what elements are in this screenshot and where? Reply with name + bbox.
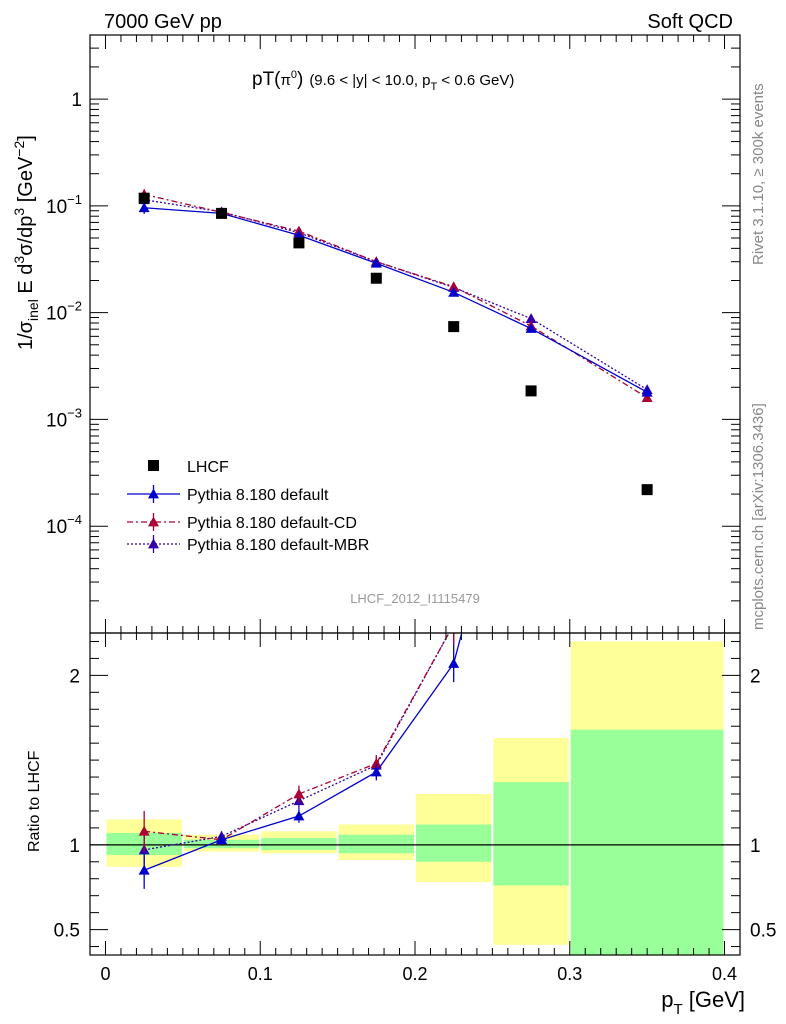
legend: LHCF Pythia 8.180 default Pythia 8.180 def… [127, 459, 369, 554]
mcplots-reference-text: mcplots.cern.ch [arXiv:1306.3436] [750, 403, 767, 630]
series-line-mbr [144, 199, 648, 391]
data-point-lhcf [525, 385, 537, 397]
legend-label: Pythia 8.180 default-CD [187, 515, 357, 532]
x-tick-label: 0.2 [402, 964, 427, 984]
ratio-point-default [293, 810, 305, 821]
x-tick-label: 0.1 [248, 964, 273, 984]
legend-marker-lhcf [148, 460, 159, 471]
legend-marker-cd [148, 516, 159, 527]
ratio-point-default [138, 864, 150, 875]
legend-label: Pythia 8.180 default [187, 487, 329, 504]
point-mbr [525, 313, 537, 323]
legend-entry: Pythia 8.180 default-CD [127, 513, 357, 532]
data-point-lhcf [138, 192, 150, 204]
legend-marker-default [148, 488, 159, 499]
main-panel-series [138, 188, 653, 496]
ratio-panel-series [138, 212, 537, 889]
legend-label: Pythia 8.180 default-MBR [187, 537, 369, 554]
y-tick-label: 10−2 [46, 299, 82, 325]
legend-entry: LHCF [148, 459, 229, 476]
series-line-cd [144, 193, 648, 399]
legend-marker-mbr [148, 538, 159, 549]
series-line-default [144, 207, 648, 393]
analysis-id: LHCF_2012_I1115479 [350, 591, 480, 606]
ratio-point-mbr [526, 212, 537, 222]
data-point-lhcf [448, 321, 460, 333]
data-point-lhcf [641, 484, 653, 496]
point-default [293, 229, 305, 240]
chart-title: pT(π0) (9.6 < |y| < 10.0, pT < 0.6 GeV) [252, 69, 514, 93]
point-default [641, 386, 653, 397]
ratio-tick-label: 2 [69, 666, 80, 687]
band-inner [570, 729, 724, 955]
band-inner [338, 834, 414, 854]
legend-label: LHCF [187, 459, 229, 476]
point-cd [448, 281, 460, 292]
x-tick-label: 0 [100, 964, 110, 984]
y-tick-label: 10−4 [46, 512, 82, 538]
ratio-point-mbr [448, 619, 459, 629]
ratio-tick-label-right: 2 [750, 666, 761, 687]
ratio-tick-label-right: 0.5 [750, 921, 776, 942]
x-tick-label: 0.4 [712, 964, 737, 984]
header-right: Soft QCD [647, 11, 733, 33]
y-tick-label: 10−3 [46, 405, 82, 431]
ratio-point-cd [448, 619, 459, 629]
ratio-tick-label: 1 [69, 836, 80, 857]
ratio-point-default [370, 766, 382, 777]
main-series-clipped [138, 188, 653, 496]
band-inner [493, 782, 569, 886]
y-tick-label: 10−1 [46, 192, 82, 218]
point-default [448, 286, 460, 297]
point-default [370, 257, 382, 268]
band-inner [261, 838, 337, 850]
ratio-point-cd [293, 788, 305, 799]
ratio-point-default [448, 658, 460, 668]
ratio-point-default [216, 834, 228, 845]
ratio-tick-label-right: 1 [750, 836, 761, 857]
axes: 0 0.1 0.2 0.3 0.4 1 10−1 10−2 10−3 10−4 2 2 1 1 0.5 0.5 [46, 34, 776, 984]
ratio-uncertainty-bands [90, 641, 740, 955]
data-point-lhcf [293, 237, 305, 249]
rivet-version-text: Rivet 3.1.10, ≥ 300k events [750, 83, 767, 265]
point-cd [641, 392, 653, 403]
ratio-series-clipped [138, 212, 537, 889]
ratio-point-cd [138, 825, 150, 836]
legend-entry: Pythia 8.180 default-MBR [127, 535, 369, 554]
point-default [138, 202, 150, 213]
point-default [525, 323, 537, 333]
ratio-y-label: Ratio to LHCF [26, 750, 43, 852]
data-point-lhcf [216, 207, 228, 219]
x-tick-label: 0.3 [557, 964, 582, 984]
ratio-point-cd [370, 757, 382, 768]
header-left: 7000 GeV pp [104, 11, 222, 33]
data-point-lhcf [370, 272, 382, 284]
ratio-tick-label: 0.5 [54, 921, 80, 942]
band-inner [416, 824, 492, 862]
ratio-point-default [526, 365, 537, 375]
x-axis-label: pT [GeV] [661, 987, 745, 1018]
y-axis-label: 1/σinel E d3σ/dp3 [GeV−2] [11, 135, 41, 350]
y-tick-label: 1 [71, 90, 82, 111]
legend-entry: Pythia 8.180 default [127, 485, 329, 504]
